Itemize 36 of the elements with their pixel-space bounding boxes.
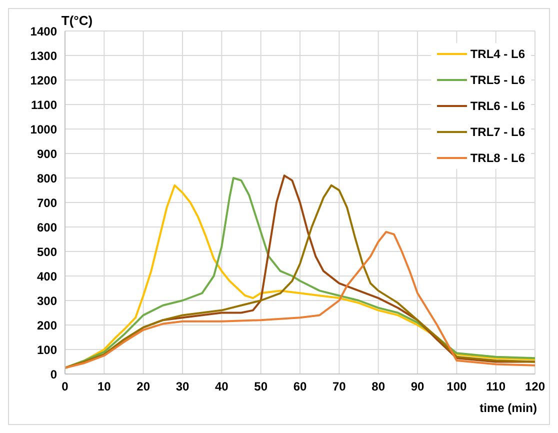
x-tick-label: 40 xyxy=(214,380,229,394)
x-tick-label: 80 xyxy=(372,380,386,394)
y-tick-label: 400 xyxy=(36,269,58,284)
x-tick-label: 30 xyxy=(176,380,190,394)
x-tick-label: 60 xyxy=(293,380,307,394)
y-tick-label: 500 xyxy=(36,244,58,259)
y-tick-label: 900 xyxy=(36,146,58,161)
x-tick-label: 90 xyxy=(410,380,424,394)
y-tick-label: 1000 xyxy=(30,122,58,136)
y-tick-label: 1300 xyxy=(30,48,58,63)
y-tick-label: 1100 xyxy=(30,98,58,112)
x-axis-title: time (min) xyxy=(480,401,537,415)
x-tick-label: 120 xyxy=(524,380,546,394)
legend-label: TRL8 - L6 xyxy=(470,151,525,165)
y-axis-title: T(°C) xyxy=(61,13,93,28)
y-tick-label: 300 xyxy=(36,294,58,308)
line-series xyxy=(65,230,535,369)
x-tick-label: 0 xyxy=(62,380,69,394)
x-tick-label: 20 xyxy=(136,380,150,394)
legend-label: TRL7 - L6 xyxy=(470,125,525,139)
legend-label: TRL6 - L6 xyxy=(470,99,525,113)
y-tick-label: 0 xyxy=(50,367,58,382)
x-tick-label: 50 xyxy=(254,380,268,394)
y-tick-label: 800 xyxy=(36,171,58,186)
legend-label: TRL4 - L6 xyxy=(470,47,525,61)
y-tick-label: 1200 xyxy=(30,73,58,88)
legend-label: TRL5 - L6 xyxy=(470,73,525,87)
y-tick-label: 700 xyxy=(36,196,58,210)
x-tick-label: 100 xyxy=(446,380,467,394)
y-tick-label: 200 xyxy=(36,318,58,332)
x-tick-label: 70 xyxy=(332,380,346,394)
y-tick-label: 600 xyxy=(36,220,58,234)
x-tick-label: 110 xyxy=(486,380,506,394)
x-tick-label: 10 xyxy=(97,380,112,394)
y-tick-label: 1400 xyxy=(30,24,58,38)
y-tick-label: 100 xyxy=(36,342,58,357)
